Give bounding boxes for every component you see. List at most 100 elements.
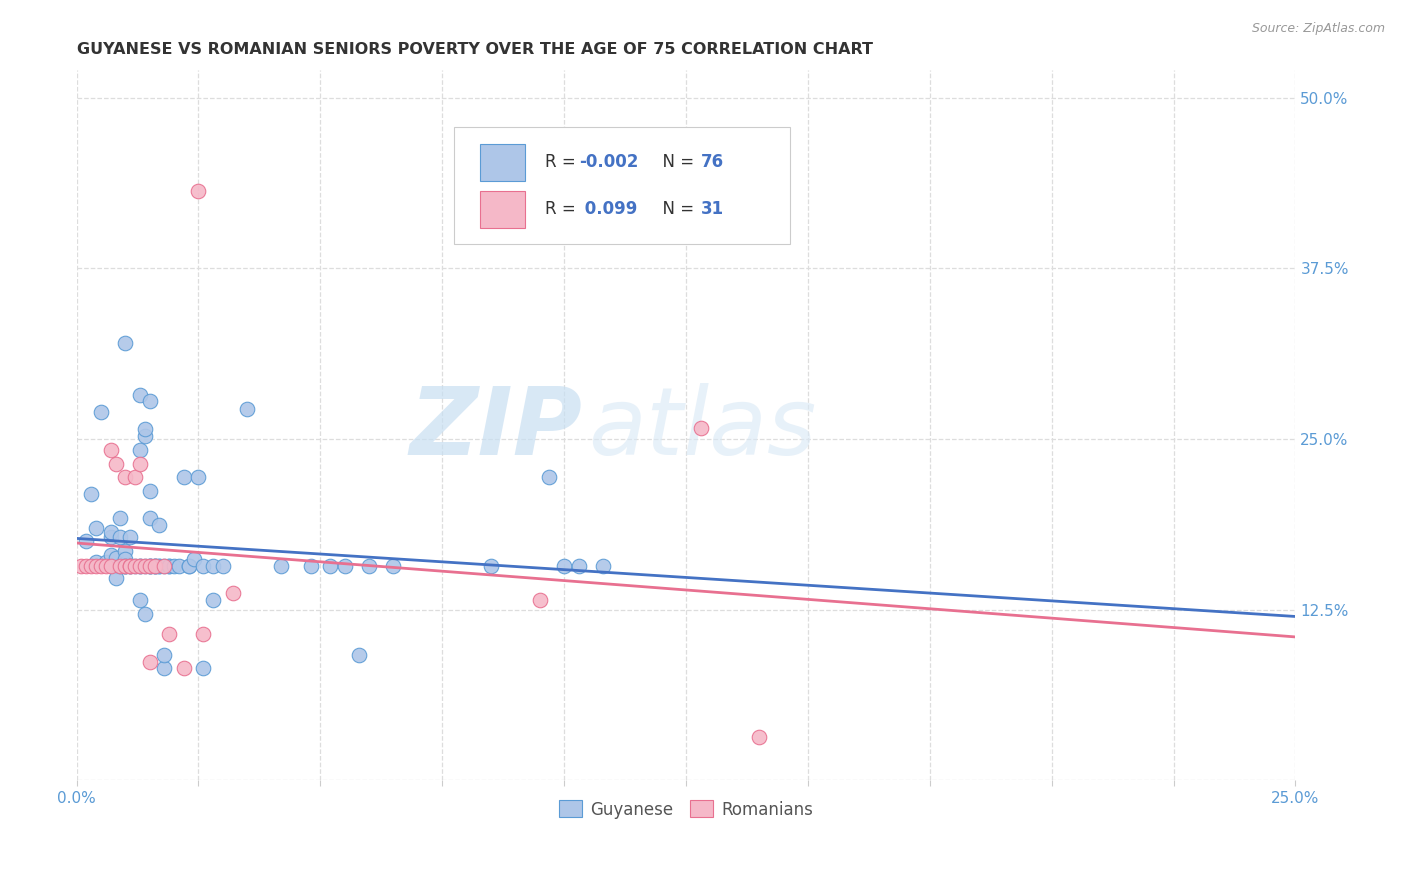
Point	[148, 558, 170, 573]
Text: 31: 31	[700, 201, 724, 219]
Point	[187, 470, 209, 484]
Point	[538, 470, 561, 484]
Point	[120, 558, 142, 573]
Text: 0.099: 0.099	[579, 201, 637, 219]
Point	[114, 470, 136, 484]
Point	[134, 429, 156, 443]
Point	[167, 558, 190, 573]
Point	[100, 530, 122, 544]
Point	[129, 558, 152, 573]
Legend: Guyanese, Romanians: Guyanese, Romanians	[551, 794, 820, 825]
Point	[163, 558, 186, 573]
Point	[148, 558, 170, 573]
Point	[100, 524, 122, 539]
Point	[157, 558, 180, 573]
Point	[138, 558, 160, 573]
Point	[100, 442, 122, 457]
Point	[110, 558, 132, 573]
Point	[84, 555, 107, 569]
Point	[129, 593, 152, 607]
Point	[592, 558, 614, 573]
Point	[114, 558, 136, 573]
Point	[104, 571, 127, 585]
Point	[129, 442, 152, 457]
Text: R =: R =	[544, 201, 581, 219]
Point	[333, 558, 356, 573]
Text: N =: N =	[652, 201, 699, 219]
Point	[153, 661, 176, 675]
Point	[100, 548, 122, 562]
Point	[90, 558, 112, 573]
Point	[138, 393, 160, 408]
Point	[120, 530, 142, 544]
Point	[138, 558, 160, 573]
Point	[124, 470, 146, 484]
Point	[193, 661, 215, 675]
Point	[90, 405, 112, 419]
Point	[153, 558, 176, 573]
Point	[143, 558, 166, 573]
Point	[120, 558, 142, 573]
Point	[748, 730, 770, 744]
Point	[70, 558, 93, 573]
Point	[202, 593, 225, 607]
Point	[236, 401, 259, 416]
Point	[129, 558, 152, 573]
Text: atlas: atlas	[589, 384, 817, 475]
Point	[148, 518, 170, 533]
Point	[114, 558, 136, 573]
Text: -0.002: -0.002	[579, 153, 638, 171]
Point	[173, 470, 195, 484]
Point	[143, 558, 166, 573]
Point	[319, 558, 342, 573]
Point	[114, 544, 136, 558]
Text: Source: ZipAtlas.com: Source: ZipAtlas.com	[1251, 22, 1385, 36]
Point	[138, 655, 160, 669]
Point	[349, 648, 371, 662]
Point	[177, 558, 200, 573]
Point	[157, 627, 180, 641]
Point	[75, 558, 97, 573]
Point	[114, 336, 136, 351]
Point	[124, 558, 146, 573]
Point	[129, 388, 152, 402]
Point	[202, 558, 225, 573]
Point	[134, 558, 156, 573]
Point	[138, 483, 160, 498]
Point	[138, 511, 160, 525]
Point	[134, 558, 156, 573]
Point	[104, 550, 127, 565]
Point	[553, 558, 575, 573]
Point	[173, 661, 195, 675]
Point	[129, 558, 152, 573]
Point	[124, 558, 146, 573]
Text: ZIP: ZIP	[409, 383, 582, 475]
Point	[153, 648, 176, 662]
Point	[187, 184, 209, 198]
Point	[80, 558, 103, 573]
FancyBboxPatch shape	[479, 144, 524, 180]
Point	[104, 457, 127, 471]
Point	[84, 521, 107, 535]
Point	[94, 555, 117, 569]
Point	[143, 558, 166, 573]
Point	[143, 558, 166, 573]
Point	[138, 558, 160, 573]
Point	[382, 558, 405, 573]
Point	[157, 558, 180, 573]
Point	[110, 530, 132, 544]
Point	[80, 486, 103, 500]
Point	[270, 558, 292, 573]
Point	[183, 552, 205, 566]
FancyBboxPatch shape	[479, 191, 524, 228]
Point	[114, 558, 136, 573]
Point	[689, 421, 711, 435]
Point	[211, 558, 233, 573]
Point	[120, 558, 142, 573]
Point	[129, 457, 152, 471]
Text: R =: R =	[544, 153, 581, 171]
Point	[94, 558, 117, 573]
Point	[568, 558, 591, 573]
Point	[299, 558, 322, 573]
Point	[138, 558, 160, 573]
